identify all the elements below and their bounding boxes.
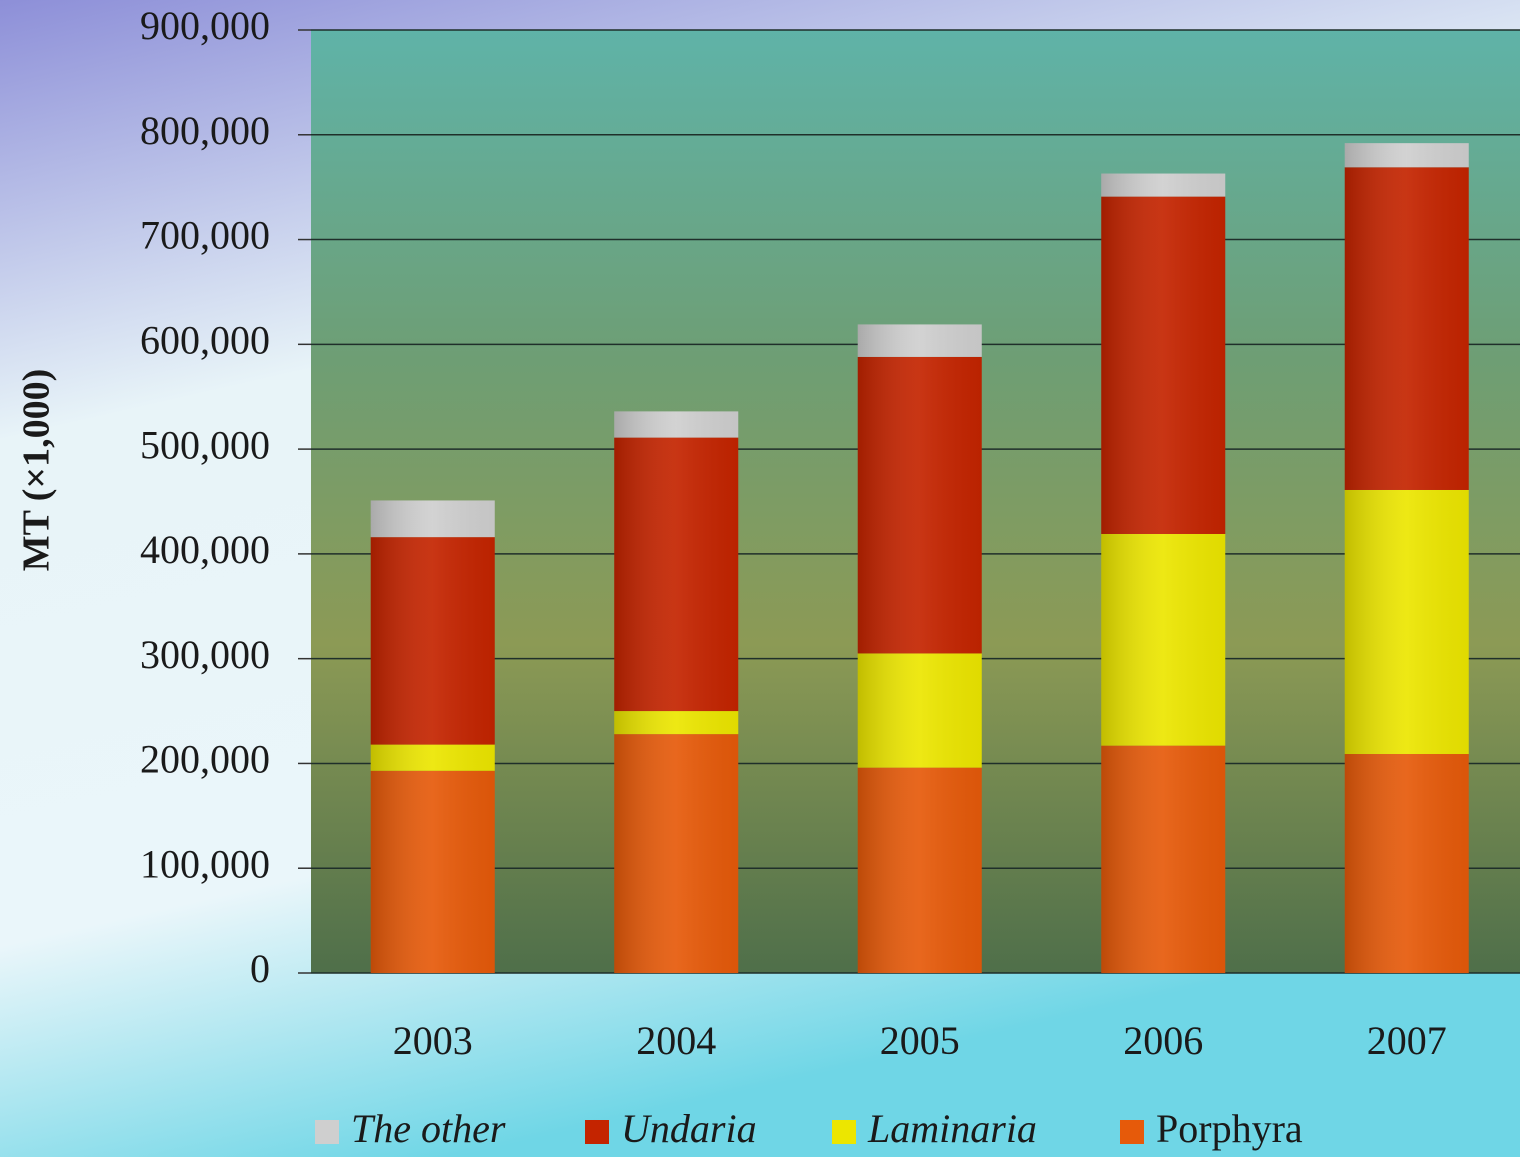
bar-shade bbox=[614, 734, 739, 973]
bar-shade bbox=[1101, 173, 1226, 197]
bar-shade bbox=[370, 770, 495, 973]
y-tick-label: 500,000 bbox=[140, 422, 270, 467]
y-tick-label: 0 bbox=[250, 946, 270, 991]
x-tick-label: 2005 bbox=[880, 1018, 960, 1063]
bar-shade bbox=[614, 437, 739, 712]
bar-shade bbox=[614, 411, 739, 438]
bar-shade bbox=[370, 744, 495, 771]
y-tick-label: 800,000 bbox=[140, 108, 270, 153]
y-tick-label: 700,000 bbox=[140, 213, 270, 258]
bar-shade bbox=[1101, 745, 1226, 973]
x-tick-label: 2004 bbox=[636, 1018, 716, 1063]
legend-label: Undaria bbox=[621, 1106, 757, 1151]
bar-shade bbox=[370, 537, 495, 745]
legend-swatch bbox=[832, 1120, 856, 1144]
y-tick-label: 400,000 bbox=[140, 527, 270, 572]
y-tick-label: 200,000 bbox=[140, 737, 270, 782]
legend-label: The other bbox=[351, 1106, 506, 1151]
bar-shade bbox=[1101, 196, 1226, 534]
y-tick-label: 900,000 bbox=[140, 3, 270, 48]
legend-swatch bbox=[315, 1120, 339, 1144]
bar-shade bbox=[857, 324, 982, 357]
bar-shade bbox=[857, 767, 982, 973]
x-tick-label: 2003 bbox=[393, 1018, 473, 1063]
legend-label: Porphyra bbox=[1156, 1106, 1303, 1151]
legend-swatch bbox=[585, 1120, 609, 1144]
y-axis-label: MT (×1,000) bbox=[16, 369, 58, 572]
legend-label: Laminaria bbox=[867, 1106, 1037, 1151]
bar-shade bbox=[1101, 533, 1226, 746]
bar-shade bbox=[1344, 143, 1469, 168]
bar-shade bbox=[1344, 754, 1469, 973]
bar-shade bbox=[614, 711, 739, 735]
bar-shade bbox=[1344, 489, 1469, 755]
bar-shade bbox=[1344, 167, 1469, 490]
y-tick-label: 600,000 bbox=[140, 318, 270, 363]
bar-shade bbox=[370, 500, 495, 538]
y-tick-label: 100,000 bbox=[140, 841, 270, 886]
bar-shade bbox=[857, 653, 982, 768]
y-tick-label: 300,000 bbox=[140, 632, 270, 677]
legend-swatch bbox=[1120, 1120, 1144, 1144]
x-tick-label: 2006 bbox=[1123, 1018, 1203, 1063]
bar-shade bbox=[857, 356, 982, 654]
x-tick-label: 2007 bbox=[1367, 1018, 1447, 1063]
